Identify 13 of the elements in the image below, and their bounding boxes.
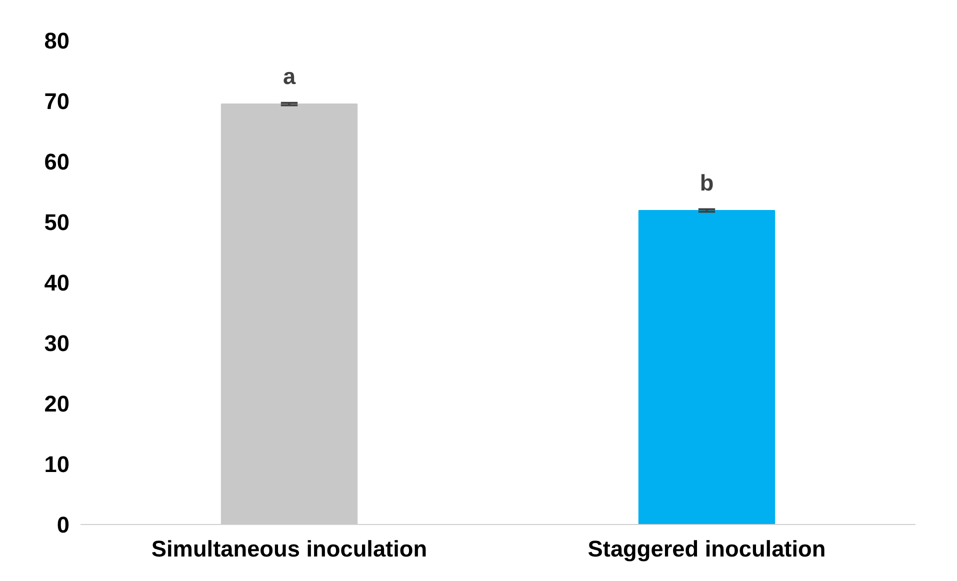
y-tick-label: 0	[56, 512, 70, 538]
x-tick-label: Simultaneous inoculation	[151, 536, 428, 562]
y-tick-label: 20	[44, 390, 70, 416]
y-tick-label: 50	[44, 209, 70, 235]
annotation: b	[700, 170, 714, 196]
y-tick-label: 70	[44, 88, 70, 114]
y-tick-label: 30	[44, 330, 70, 356]
y-tick-label: 80	[44, 28, 70, 54]
annotation: a	[282, 63, 296, 90]
y-tick-label: 40	[44, 270, 70, 296]
y-tick-label: 60	[44, 148, 70, 174]
y-tick-label: 10	[44, 451, 70, 477]
x-tick-label: Staggered inoculation	[588, 536, 826, 562]
